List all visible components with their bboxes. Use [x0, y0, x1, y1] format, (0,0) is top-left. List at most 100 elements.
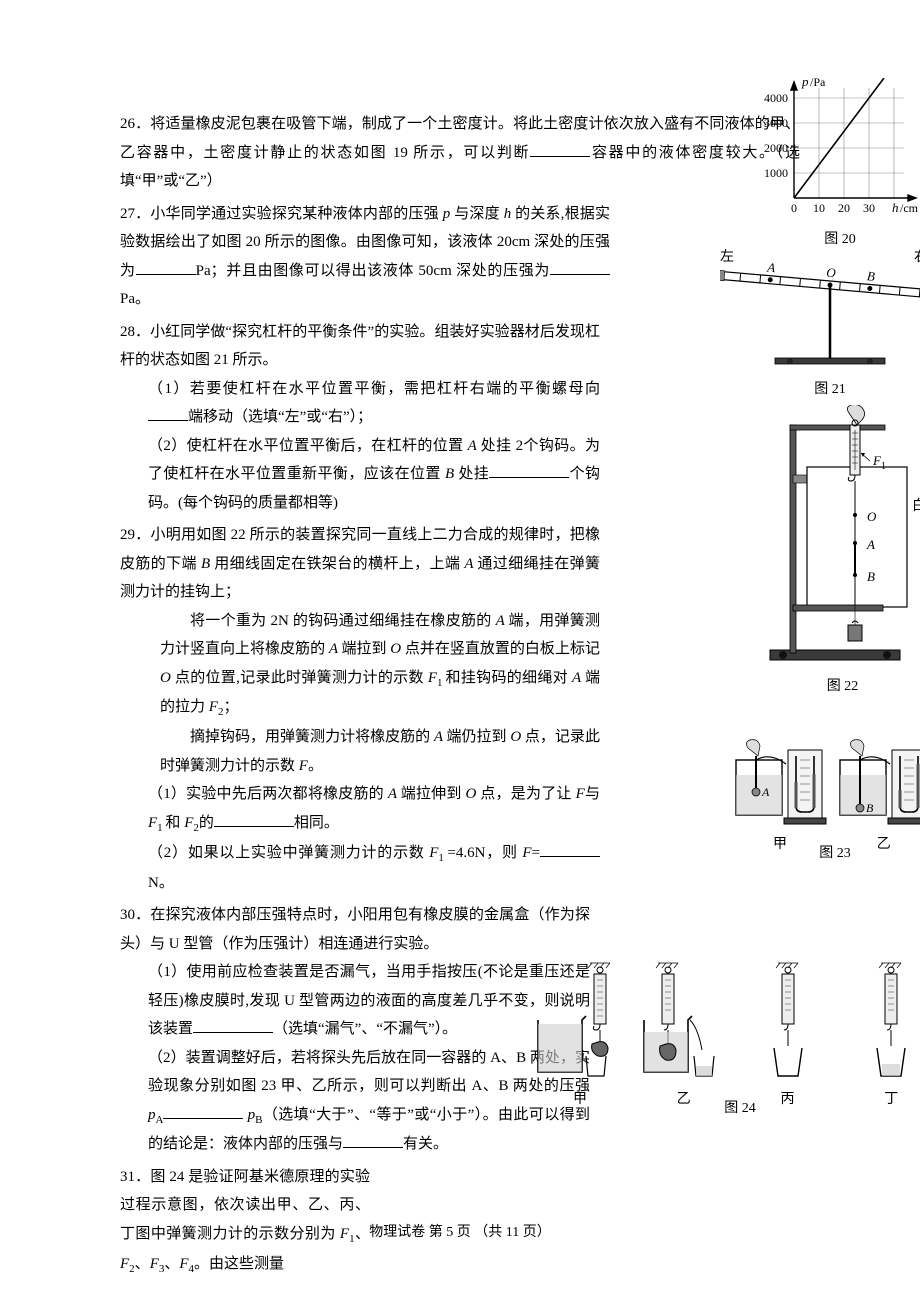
svg-text:20: 20: [838, 201, 850, 215]
q31-body: 31．图 24 是验证阿基米德原理的实验过程示意图，依次读出甲、乙、丙、丁图中弹…: [120, 1103, 370, 1280]
q29-s1b: 端拉伸到: [401, 786, 462, 802]
svg-text:A: A: [766, 263, 776, 275]
q31-F4: F: [179, 1256, 188, 1272]
q29-p2f: 和挂钩码的细绳对: [446, 670, 568, 686]
q29-s1d: 与: [585, 786, 600, 802]
q29-F2: F: [205, 699, 218, 715]
q30-p1: （1）使用前应检查装置是否漏气，当用手指按压(不论是重压还是轻压)橡皮膜时,发现…: [120, 958, 590, 1044]
q29-O4: O: [462, 786, 481, 802]
q27-tb: 与深度: [454, 206, 500, 222]
q29-A4: A: [568, 670, 585, 686]
q31-s3: 3: [159, 1263, 165, 1275]
q29-s1f: 的: [199, 815, 214, 831]
q29-A: A: [460, 556, 477, 572]
question-28: 28．小红同学做“探究杠杆的平衡条件”的实验。组装好实验器材后发现杠杆的状态如图…: [120, 318, 800, 518]
figure-24: 甲: [530, 960, 920, 1122]
question-31: 31．图 24 是验证阿基米德原理的实验过程示意图，依次读出甲、乙、丙、丁图中弹…: [120, 1103, 800, 1280]
q29-p3a: 摘掉钩码，用弹簧测力计将橡皮筋的: [190, 729, 430, 745]
figure-23: A 甲: [730, 720, 920, 867]
footer-a: 物理试卷 第: [369, 1225, 443, 1240]
svg-text:B: B: [866, 268, 875, 284]
q29-F2b: F: [180, 815, 193, 831]
q29-p3b: 端仍拉到: [447, 729, 507, 745]
q31-s2: 2: [129, 1263, 135, 1275]
q28-p2c: 处挂: [458, 466, 489, 482]
q29-O3: O: [507, 729, 525, 745]
q29-F1c: F: [425, 845, 439, 861]
q28-A: A: [464, 438, 481, 454]
svg-text:p: p: [801, 78, 809, 89]
q29-Fc: F: [518, 845, 532, 861]
question-29: 29．小明用如图 22 所示的装置探究同一直线上二力合成的规律时，把橡皮筋的下端…: [120, 521, 800, 897]
svg-text:h: h: [892, 200, 899, 215]
q29-tb: 用细线固定在铁架台的横杆上，上端: [214, 556, 460, 572]
q27-body: 27．小华同学通过实验探究某种液体内部的压强 p 与深度 h 的关系,根据实验数…: [120, 200, 610, 314]
q29-s1g: 相同。: [294, 815, 339, 831]
fig21-left: 左: [720, 245, 734, 272]
q31-F2: F: [120, 1256, 129, 1272]
fig24-jia: 甲: [530, 960, 630, 1114]
q29-O2: O: [160, 670, 175, 686]
q27-h: h: [500, 206, 515, 222]
q31-F3: F: [150, 1256, 159, 1272]
question-27: 27．小华同学通过实验探究某种液体内部的压强 p 与深度 h 的关系,根据实验数…: [120, 200, 800, 314]
q29-para2: 将一个重为 2N 的钩码通过细绳挂在橡皮筋的 A 端，用弹簧测力计竖直向上将橡皮…: [120, 607, 600, 724]
q30-p1b: （选填“漏气”、“不漏气”）。: [273, 1021, 457, 1037]
footer-c: 页）: [523, 1225, 551, 1240]
fig21-right: 右: [914, 245, 920, 272]
q31-tb: 。由这些测量: [194, 1256, 284, 1272]
fig24-ding: 丁: [841, 960, 920, 1114]
q29-blank1: [214, 811, 294, 827]
q28-num: 28．: [120, 324, 150, 340]
q30-p2a: （2）装置调整好后，若将探头先后放在同一容器的 A、B 两处，实验现象分别如图 …: [148, 1050, 590, 1095]
fig23-jia-cap: 甲: [730, 832, 830, 859]
q29-F1: F: [424, 670, 437, 686]
svg-text:O: O: [867, 509, 877, 524]
footer-total: 11: [502, 1225, 522, 1240]
q29-F: F: [295, 758, 308, 774]
svg-text:4000: 4000: [764, 91, 788, 105]
q29-s1: 1: [437, 677, 446, 689]
q29-body: 29．小明用如图 22 所示的装置探究同一直线上二力合成的规律时，把橡皮筋的下端…: [120, 521, 600, 607]
svg-text:2000: 2000: [764, 141, 788, 155]
q29-s1a: （1）实验中先后两次都将橡皮筋的: [148, 786, 384, 802]
svg-text:A: A: [761, 785, 770, 799]
q29-A3: A: [325, 641, 341, 657]
q29-s1e: 和: [165, 815, 180, 831]
q30-blank1: [193, 1017, 273, 1033]
q28-ta: 小红同学做“探究杠杆的平衡条件”的实验。组装好实验器材后发现杠杆的状态如图 21…: [120, 324, 600, 369]
q30-ta: 在探究液体内部压强特点时，小阳用包有橡皮膜的金属盒（作为探头）与 U 型管（作为…: [120, 907, 590, 952]
q29-blank2: [540, 841, 600, 857]
svg-text:30: 30: [863, 201, 875, 215]
q29-s2b: =4.6N，则: [447, 845, 517, 861]
svg-text:B: B: [867, 569, 875, 584]
q29-F1b: F: [148, 815, 157, 831]
q28-p2a: （2）使杠杆在水平位置平衡后，在杠杆的位置: [148, 438, 464, 454]
q29-s2c: =: [532, 845, 540, 861]
q29-sub1: （1）实验中先后两次都将橡皮筋的 A 端拉伸到 O 点，是为了让 F与 F1 和…: [120, 780, 600, 838]
q27-ta: 小华同学通过实验探究某种液体内部的压强: [150, 206, 438, 222]
q28-p2: （2）使杠杆在水平位置平衡后，在杠杆的位置 A 处挂 2个钩码。为了使杠杆在水平…: [120, 432, 600, 518]
question-26: 26．将适量橡皮泥包裹在吸管下端，制成了一个土密度计。将此土密度计依次放入盛有不…: [120, 110, 800, 196]
svg-text:A: A: [866, 537, 875, 552]
q30-num: 30．: [120, 907, 150, 923]
q29-s2a: （2）如果以上实验中弹簧测力计的示数: [148, 845, 425, 861]
q29-O: O: [387, 641, 405, 657]
q29-p2a: 将一个重为 2N 的钩码通过细绳挂在橡皮筋的: [190, 613, 492, 629]
q31-num: 31．: [120, 1169, 150, 1185]
q29-B: B: [197, 556, 214, 572]
svg-text:1: 1: [881, 461, 886, 472]
q29-para3: 摘掉钩码，用弹簧测力计将橡皮筋的 A 端仍拉到 O 点，记录此时弹簧测力计的示数…: [120, 723, 600, 780]
fig24-yi: 乙: [634, 960, 734, 1114]
q26-num: 26．: [120, 116, 150, 132]
fig23-jia: A 甲: [730, 720, 830, 859]
q29-num: 29．: [120, 527, 150, 543]
q28-p1: （1）若要使杠杆在水平位置平衡，需把杠杆右端的平衡螺母向端移动（选填“左”或“右…: [120, 375, 600, 432]
svg-text:1000: 1000: [764, 166, 788, 180]
q26-body: 26．将适量橡皮泥包裹在吸管下端，制成了一个土密度计。将此土密度计依次放入盛有不…: [120, 110, 800, 196]
svg-text:/Pa: /Pa: [810, 78, 826, 89]
q29-s2d: N。: [148, 875, 174, 891]
q29-p2d: 点并在竖直放置的白板上标记: [405, 641, 600, 657]
fig24-ding-cap: 丁: [841, 1087, 920, 1114]
q28-body: 28．小红同学做“探究杠杆的平衡条件”的实验。组装好实验器材后发现杠杆的状态如图…: [120, 318, 600, 375]
